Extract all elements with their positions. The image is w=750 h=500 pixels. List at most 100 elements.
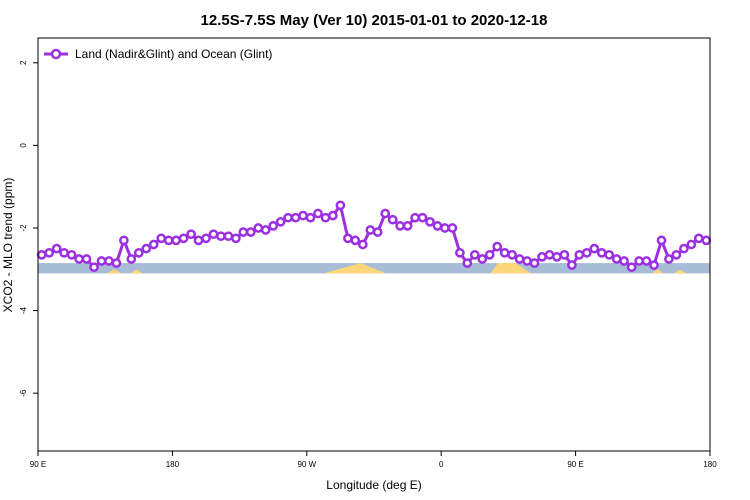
data-point — [492, 241, 503, 252]
data-point — [679, 243, 689, 254]
data-point — [522, 256, 532, 266]
data-point — [499, 247, 510, 258]
data-point — [469, 249, 480, 260]
data-point — [298, 210, 308, 221]
y-tick-label: 0 — [19, 143, 28, 148]
data-point — [253, 223, 264, 233]
y-tick-label: -4 — [19, 306, 28, 314]
y-tick-label: -2 — [19, 224, 28, 232]
land-segment — [106, 269, 122, 274]
data-point — [432, 221, 443, 231]
data-point — [611, 254, 622, 264]
legend-marker — [50, 48, 62, 60]
data-point — [260, 225, 271, 235]
land-segment — [674, 269, 687, 274]
chart-title: 12.5S-7.5S May (Ver 10) 2015-01-01 to 20… — [201, 12, 548, 29]
data-point — [596, 247, 607, 258]
surface-band — [38, 263, 710, 274]
data-point — [193, 235, 204, 246]
data-point — [357, 239, 368, 250]
data-point — [484, 249, 495, 260]
data-point — [693, 233, 704, 244]
data-point — [66, 249, 77, 260]
data-point — [447, 223, 458, 233]
data-point — [328, 210, 338, 221]
data-point — [238, 227, 249, 237]
x-tick-label: 90 E — [567, 460, 583, 469]
data-point — [671, 249, 682, 260]
data-point — [245, 227, 256, 237]
data-point — [126, 254, 137, 264]
data-point — [567, 260, 577, 270]
data-point — [156, 233, 167, 244]
data-point — [634, 256, 644, 266]
data-point — [104, 256, 114, 266]
data-point — [283, 212, 293, 223]
data-point — [51, 243, 62, 254]
data-point — [208, 229, 219, 240]
data-point — [81, 254, 92, 264]
data-point — [544, 249, 555, 260]
data-point — [372, 227, 383, 237]
land-segment — [490, 263, 531, 274]
data-point — [380, 208, 391, 219]
data-point — [178, 233, 189, 244]
data-point — [96, 256, 107, 266]
data-point — [201, 233, 211, 244]
data-point — [402, 221, 413, 231]
data-point — [701, 235, 712, 246]
data-point — [111, 258, 122, 268]
data-point — [581, 247, 592, 258]
data-point — [36, 249, 47, 260]
data-point — [216, 231, 226, 242]
data-point — [59, 247, 69, 258]
data-point — [559, 249, 570, 260]
data-point — [365, 225, 376, 235]
x-tick-label: 90 E — [30, 460, 46, 469]
data-point — [589, 243, 600, 254]
data-point — [89, 262, 99, 273]
y-axis-label: XCO2 - MLO trend (ppm) — [1, 178, 15, 313]
data-point — [604, 249, 615, 260]
x-tick-label: 0 — [439, 460, 444, 469]
y-axis: 2 0 -2 -4 -6 — [19, 60, 38, 397]
data-point — [440, 223, 450, 233]
legend-entry: Land (Nadir&Glint) and Ocean (Glint) — [75, 47, 272, 61]
data-point — [417, 212, 428, 223]
ocean-band — [38, 263, 710, 274]
data-point — [626, 262, 637, 273]
data-point — [514, 254, 525, 264]
data-point — [74, 254, 84, 264]
data-point — [529, 258, 540, 268]
x-tick-label: 90 W — [297, 460, 316, 469]
data-point — [537, 252, 547, 262]
data-point — [290, 212, 301, 223]
data-point — [649, 260, 659, 270]
y-tick-label: -6 — [19, 389, 28, 397]
data-point — [387, 214, 398, 225]
data-point — [410, 212, 420, 223]
data-point — [231, 233, 241, 244]
data-point — [477, 254, 488, 264]
data-point — [641, 256, 652, 266]
data-point — [343, 233, 353, 244]
data-point — [305, 212, 316, 223]
data-point — [619, 256, 629, 266]
data-point — [574, 249, 585, 260]
data-point — [186, 229, 196, 240]
x-axis: 90 E 180 90 W 0 90 E 180 — [30, 451, 717, 469]
data-point — [119, 235, 129, 246]
legend: Land (Nadir&Glint) and Ocean (Glint) — [44, 47, 272, 61]
data-point — [455, 247, 465, 258]
data-point — [275, 216, 286, 227]
data-point — [656, 235, 667, 246]
plot-frame — [37, 37, 711, 452]
data-point — [268, 221, 279, 231]
data-point — [223, 231, 234, 242]
data-point — [335, 200, 346, 211]
data-point — [141, 243, 152, 254]
series-layer — [36, 200, 712, 273]
data-point — [552, 252, 562, 262]
data-point — [686, 239, 697, 250]
